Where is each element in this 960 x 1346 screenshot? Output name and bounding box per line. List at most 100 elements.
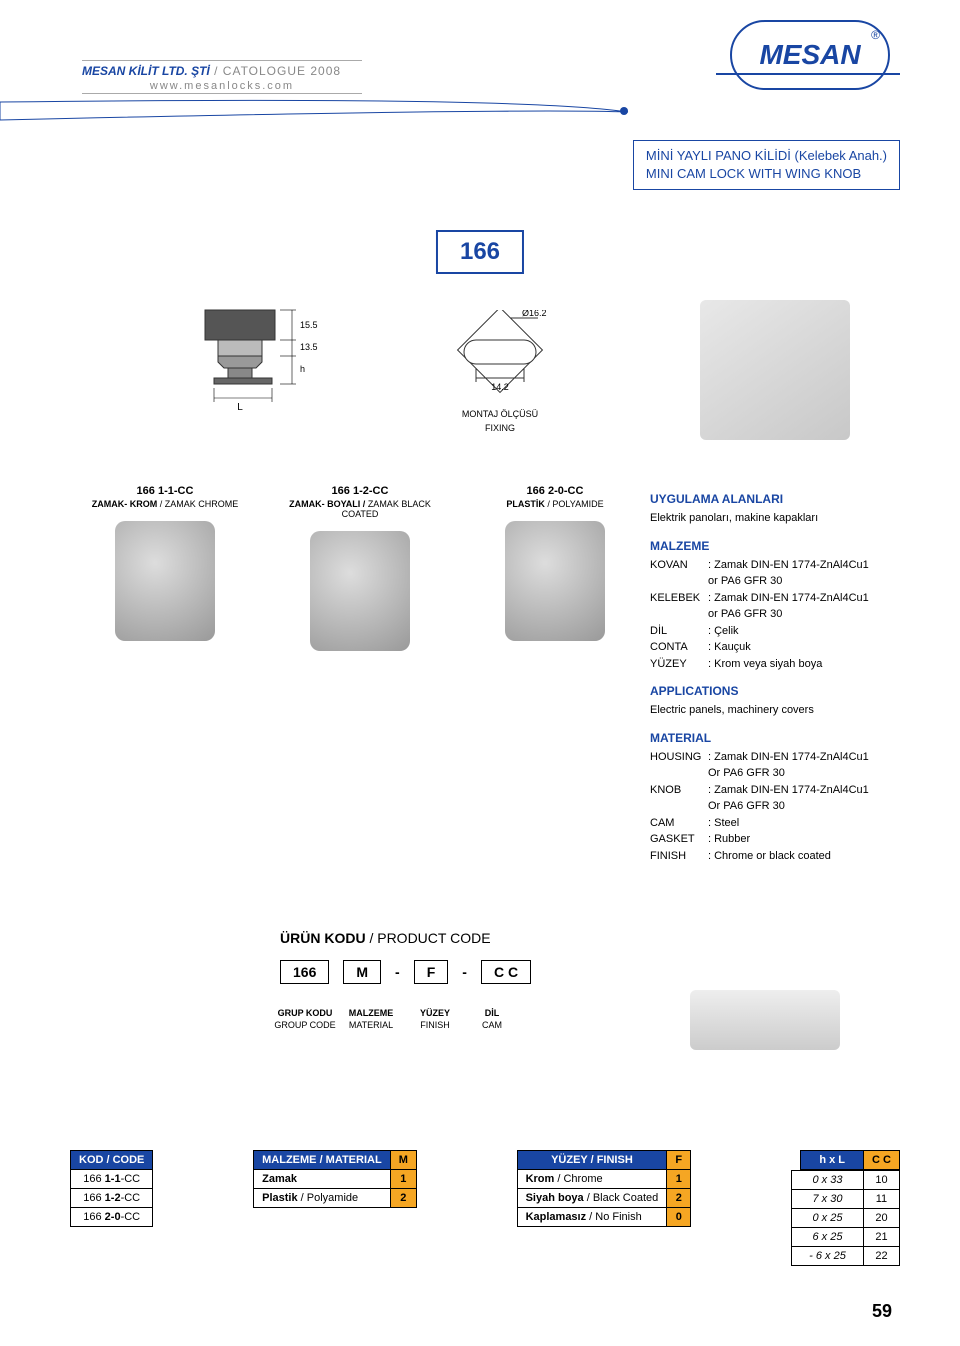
finish-table-code-header: F (667, 1151, 691, 1170)
variant-image (505, 521, 605, 641)
code-cell: 166 1-1-CC (71, 1170, 153, 1189)
spec-val: : Zamak DIN-EN 1774-ZnAl4Cu1 (708, 749, 869, 766)
spec-line: KOVAN: Zamak DIN-EN 1774-ZnAl4Cu1 (650, 557, 900, 574)
fixing-drawing: Ø16.2 14.2 MONTAJ ÖLÇÜSÜ FIXING (440, 310, 560, 433)
material-code: 2 (390, 1189, 416, 1208)
code-label-col: GRUP KODUGROUP CODE (272, 1008, 338, 1031)
hxl-code: 21 (863, 1228, 899, 1247)
spec-val: : Krom veya siyah boya (708, 656, 822, 673)
spec-line: KELEBEK: Zamak DIN-EN 1774-ZnAl4Cu1 (650, 590, 900, 607)
code-table: KOD / CODE 166 1-1-CC166 1-2-CC166 2-0-C… (70, 1150, 153, 1227)
apps-en-text: Electric panels, machinery covers (650, 702, 900, 719)
product-title-tr: MİNİ YAYLI PANO KİLİDİ (Kelebek Anah.) (646, 147, 887, 165)
hxl-val: 0 x 25 (791, 1209, 863, 1228)
code-cell: M (343, 960, 381, 984)
spec-val: : Chrome or black coated (708, 848, 831, 865)
catalogue-title: MESAN KİLİT LTD. ŞTİ / CATOLOGUE 2008 ww… (82, 60, 362, 94)
code-cell: F (414, 960, 449, 984)
variant-desc: PLASTİK / POLYAMIDE (470, 499, 640, 509)
tables-row: KOD / CODE 166 1-1-CC166 1-2-CC166 2-0-C… (70, 1150, 900, 1266)
table-row: Krom / Chrome1 (517, 1170, 691, 1189)
spec-key: GASKET (650, 831, 708, 848)
apps-tr-text: Elektrik panoları, makine kapakları (650, 510, 900, 527)
material-table-code-header: M (390, 1151, 416, 1170)
finish-name: Kaplamasız / No Finish (517, 1208, 667, 1227)
spec-val: or PA6 GFR 30 (708, 606, 782, 623)
spec-val: : Kauçuk (708, 639, 751, 656)
spec-key: FINISH (650, 848, 708, 865)
hxl-val: 6 x 25 (791, 1228, 863, 1247)
table-row: 0 x 3310 (791, 1171, 899, 1190)
spec-val: : Zamak DIN-EN 1774-ZnAl4Cu1 (708, 782, 869, 799)
hxl-header-1: h x L (800, 1150, 864, 1170)
hxl-code: 22 (863, 1247, 899, 1266)
material-table-header: MALZEME / MATERIAL (254, 1151, 391, 1170)
table-row: 0 x 2520 (791, 1209, 899, 1228)
table-row: 166 1-2-CC (71, 1189, 153, 1208)
product-code-title: ÜRÜN KODU / PRODUCT CODE (280, 930, 491, 946)
finish-name: Krom / Chrome (517, 1170, 667, 1189)
material-name: Zamak (254, 1170, 391, 1189)
spec-key: KELEBEK (650, 590, 708, 607)
code-label-l1: GRUP KODU (278, 1008, 333, 1018)
variant-item: 166 1-1-CC ZAMAK- KROM / ZAMAK CHROME (80, 485, 250, 651)
code-label-col: DİLCAM (466, 1008, 518, 1031)
hxl-table-wrap: h x L C C 0 x 33107 x 30110 x 25206 x 25… (791, 1150, 900, 1266)
svg-text:L: L (237, 402, 243, 413)
spec-line: YÜZEY: Krom veya siyah boya (650, 656, 900, 673)
spec-val: : Steel (708, 815, 739, 832)
variant-code: 166 2-0-CC (470, 485, 640, 497)
spec-line: HOUSING: Zamak DIN-EN 1774-ZnAl4Cu1 (650, 749, 900, 766)
spec-key: CONTA (650, 639, 708, 656)
code-cell: 166 1-2-CC (71, 1189, 153, 1208)
code-sep: - (395, 964, 400, 980)
side-drawing: 15.5 13.5 h L (170, 300, 320, 450)
spec-line: Or PA6 GFR 30 (650, 765, 900, 782)
finish-table: YÜZEY / FINISH F Krom / Chrome1Siyah boy… (517, 1150, 692, 1227)
product-title-box: MİNİ YAYLI PANO KİLİDİ (Kelebek Anah.) M… (633, 140, 900, 190)
spec-val: Or PA6 GFR 30 (708, 765, 785, 782)
spec-line: GASKET: Rubber (650, 831, 900, 848)
spec-val: : Zamak DIN-EN 1774-ZnAl4Cu1 (708, 590, 869, 607)
code-label-l2: MATERIAL (338, 1020, 404, 1032)
material-en-heading: MATERIAL (650, 729, 900, 747)
product-title-en: MINI CAM LOCK WITH WING KNOB (646, 165, 887, 183)
hxl-table-header: h x L C C (800, 1150, 900, 1170)
variant-desc: ZAMAK- KROM / ZAMAK CHROME (80, 499, 250, 509)
code-label-l1: MALZEME (349, 1008, 394, 1018)
spec-line: CAM: Steel (650, 815, 900, 832)
hxl-val: 7 x 30 (791, 1190, 863, 1209)
svg-text:h: h (300, 364, 305, 374)
spec-val: : Zamak DIN-EN 1774-ZnAl4Cu1 (708, 557, 869, 574)
code-label-col: MALZEME MATERIAL (338, 1008, 404, 1031)
product-code-title-r: / PRODUCT CODE (366, 930, 491, 946)
table-row: Kaplamasız / No Finish0 (517, 1208, 691, 1227)
apps-tr-heading: UYGULAMA ALANLARI (650, 490, 900, 508)
cam-photo (690, 990, 840, 1050)
page-number: 59 (872, 1301, 892, 1322)
spec-val: : Çelik (708, 623, 739, 640)
spec-key (650, 573, 708, 590)
material-name: Plastik / Polyamide (254, 1189, 391, 1208)
svg-text:15.5: 15.5 (300, 320, 318, 330)
table-row: - 6 x 2522 (791, 1247, 899, 1266)
table-row: 166 1-1-CC (71, 1170, 153, 1189)
swoosh-decoration (0, 98, 630, 138)
apps-en-heading: APPLICATIONS (650, 682, 900, 700)
product-number: 166 (436, 230, 524, 274)
fixing-label-en: FIXING (440, 423, 560, 433)
code-label-col: YÜZEYFINISH (404, 1008, 466, 1031)
hxl-code: 20 (863, 1209, 899, 1228)
hxl-val: - 6 x 25 (791, 1247, 863, 1266)
finish-name: Siyah boya / Black Coated (517, 1189, 667, 1208)
registered-icon: ® (871, 28, 880, 42)
spec-val: or PA6 GFR 30 (708, 573, 782, 590)
hxl-code: 11 (863, 1190, 899, 1209)
product-code-labels: GRUP KODUGROUP CODE MALZEME MATERIALYÜZEYF… (272, 1008, 518, 1031)
variant-item: 166 2-0-CC PLASTİK / POLYAMIDE (470, 485, 640, 651)
spec-key (650, 606, 708, 623)
company-url: www.mesanlocks.com (82, 80, 362, 92)
hxl-table: 0 x 33107 x 30110 x 25206 x 2521- 6 x 25… (791, 1170, 900, 1266)
svg-text:Ø16.2: Ø16.2 (522, 310, 547, 318)
table-row: 166 2-0-CC (71, 1208, 153, 1227)
